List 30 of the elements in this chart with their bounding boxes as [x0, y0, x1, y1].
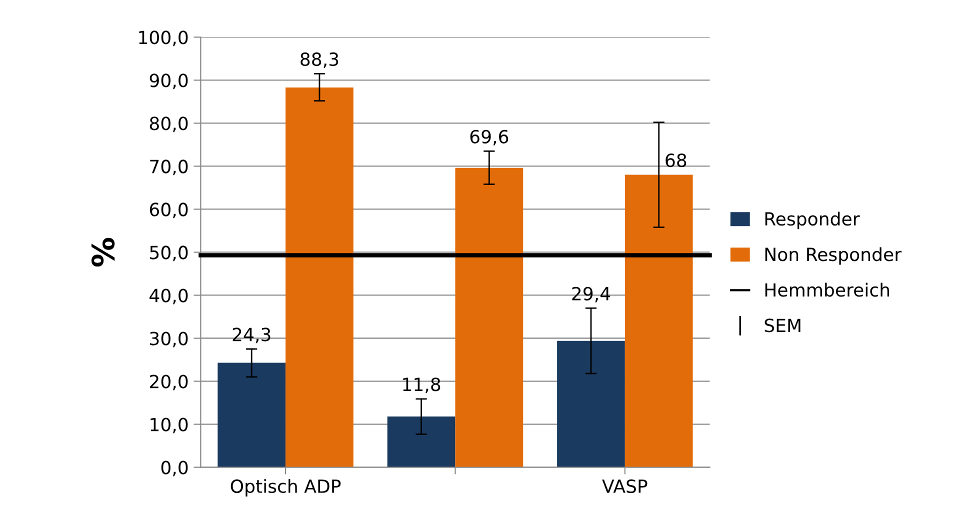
y-tick-label: 100,0: [139, 30, 188, 46]
bar: [624, 174, 693, 468]
data-label: 68: [666, 153, 686, 168]
x-tick-label: Optisch ADP: [230, 479, 341, 497]
data-label: 29,4: [572, 286, 610, 302]
x-tick-label: VASP: [602, 479, 648, 494]
y-tick-label: 40,0: [150, 288, 188, 304]
bar: [218, 362, 286, 468]
y-tick-label: 90,0: [150, 74, 188, 90]
y-tick-label: 0,0: [161, 460, 188, 476]
bar: [455, 168, 524, 468]
legend-label: Non Responder: [765, 247, 902, 265]
data-label: 88,3: [300, 52, 338, 68]
y-axis-title: %: [92, 238, 115, 267]
data-label: 69,6: [470, 130, 508, 146]
legend-label: Responder: [765, 212, 860, 230]
y-tick-label: 80,0: [150, 116, 188, 132]
bar: [557, 340, 625, 468]
y-tick-label: 10,0: [150, 418, 188, 434]
y-tick-label: 30,0: [150, 332, 188, 348]
data-label: 24,3: [232, 328, 270, 344]
bar: [387, 416, 456, 468]
y-tick-label: 50,0: [150, 246, 188, 262]
bar: [286, 87, 354, 468]
text: SEM: [764, 318, 800, 332]
y-tick-label: 20,0: [150, 374, 188, 390]
data-label: 11,8: [403, 378, 440, 394]
y-tick-label: 60,0: [150, 202, 188, 218]
y-tick-label: 70,0: [150, 160, 188, 176]
legend-label: Hemmbereich: [765, 282, 890, 297]
